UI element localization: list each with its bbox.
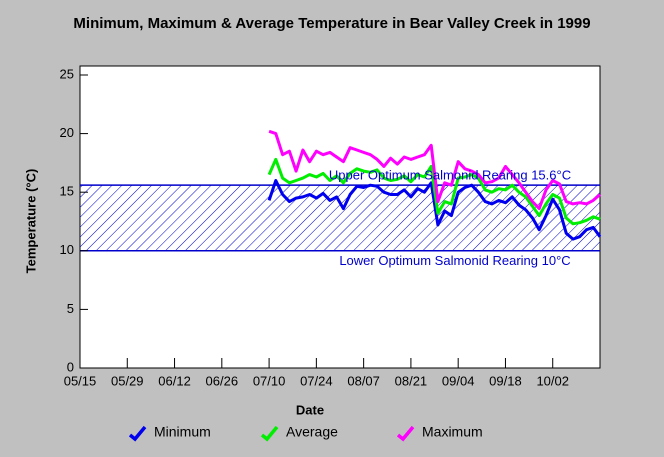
series-line — [267, 157, 601, 226]
y-tick-label: 0 — [67, 359, 74, 374]
legend-swatch — [260, 425, 279, 442]
x-tick-label: 09/18 — [489, 373, 522, 388]
series-line — [267, 179, 602, 241]
legend-swatch — [128, 425, 147, 442]
x-tick-label: 05/15 — [64, 373, 97, 388]
x-tick-label: 07/24 — [300, 373, 333, 388]
y-tick-label: 15 — [60, 184, 74, 199]
x-tick-label: 07/10 — [253, 373, 286, 388]
x-axis-label: Date — [296, 402, 324, 417]
legend-label: Maximum — [422, 424, 483, 440]
x-tick-label: 05/29 — [111, 373, 144, 388]
annotation: Lower Optimum Salmonid Rearing 10°C — [339, 253, 570, 268]
x-tick-label: 08/21 — [395, 373, 428, 388]
legend-label: Minimum — [154, 424, 211, 440]
y-tick-label: 5 — [67, 301, 74, 316]
legend-swatch — [396, 425, 415, 442]
y-tick-label: 20 — [60, 125, 74, 140]
annotation: Upper Optimum Salmonid Rearing 15.6°C — [329, 168, 571, 183]
x-tick-label: 06/12 — [158, 373, 191, 388]
legend-label: Average — [286, 424, 338, 440]
series-line — [268, 129, 601, 211]
x-tick-label: 10/02 — [536, 373, 569, 388]
y-axis-label: Temperature (°C) — [23, 169, 38, 274]
x-tick-label: 09/04 — [442, 373, 475, 388]
x-tick-label: 06/26 — [206, 373, 239, 388]
y-tick-label: 25 — [60, 66, 74, 81]
chart-title: Minimum, Maximum & Average Temperature i… — [73, 15, 591, 32]
y-tick-label: 10 — [60, 242, 74, 257]
x-tick-label: 08/07 — [347, 373, 380, 388]
